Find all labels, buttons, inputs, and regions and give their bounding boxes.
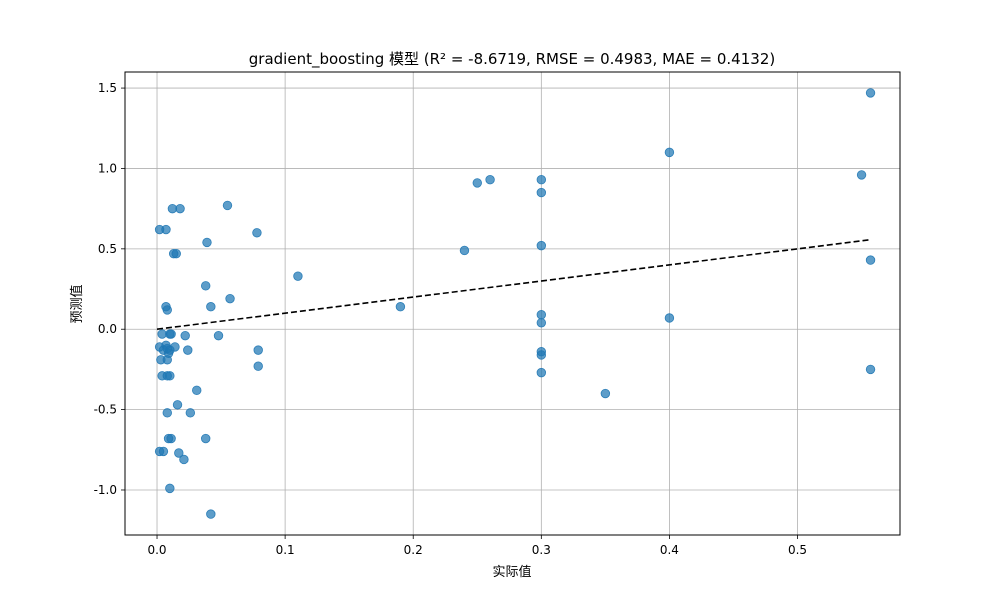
data-point <box>180 330 190 341</box>
data-point <box>225 293 235 304</box>
y-tick-label: -0.5 <box>94 403 117 417</box>
data-point <box>170 342 180 352</box>
x-tick-label: 0.5 <box>788 543 807 557</box>
data-point <box>536 175 547 185</box>
y-tick-label: 1.5 <box>98 81 117 95</box>
data-point <box>395 302 406 312</box>
grid-lines <box>125 72 900 535</box>
data-point <box>485 175 495 185</box>
x-tick-label: 0.4 <box>660 543 679 557</box>
x-tick-label: 0.0 <box>147 543 166 557</box>
data-point <box>174 448 184 458</box>
data-point <box>213 330 224 341</box>
data-point <box>183 345 193 355</box>
data-point <box>165 371 175 381</box>
reference-line <box>156 238 871 331</box>
data-points <box>154 88 876 519</box>
data-point <box>536 367 547 378</box>
data-point <box>165 483 175 494</box>
y-axis-ticks: -1.0 -0.5 0.0 0.5 1.0 1.5 <box>94 81 125 497</box>
data-point <box>664 313 675 323</box>
data-point <box>536 187 547 198</box>
data-point <box>865 88 876 98</box>
data-point <box>253 361 263 371</box>
data-point <box>536 318 547 328</box>
data-point <box>201 281 211 291</box>
data-point <box>222 200 233 211</box>
data-point <box>664 147 675 158</box>
data-point <box>253 345 263 355</box>
data-point <box>856 170 867 180</box>
data-point <box>192 385 202 396</box>
data-point <box>865 255 876 265</box>
data-point <box>536 240 547 251</box>
reference-line-group <box>156 238 871 331</box>
data-point <box>202 237 212 248</box>
data-point <box>162 408 172 418</box>
y-tick-label: 0.0 <box>98 322 117 336</box>
data-point <box>166 433 176 444</box>
x-tick-label: 0.1 <box>276 543 295 557</box>
data-point <box>459 245 470 256</box>
data-point <box>158 446 169 457</box>
data-point <box>161 224 171 235</box>
data-point <box>536 350 547 360</box>
data-point <box>536 310 547 320</box>
x-axis-ticks: 0.0 0.1 0.2 0.3 0.4 0.5 <box>147 535 807 557</box>
y-tick-label: 0.5 <box>98 242 117 256</box>
data-point <box>206 509 216 519</box>
data-point <box>162 305 172 315</box>
data-point <box>293 271 303 281</box>
y-axis-label: 预测值 <box>69 284 85 323</box>
data-point <box>865 364 876 375</box>
data-point <box>185 408 196 418</box>
data-point <box>172 400 183 410</box>
x-tick-label: 0.2 <box>404 543 423 557</box>
y-tick-label: 1.0 <box>98 161 117 175</box>
data-point <box>252 228 262 238</box>
plot-frame <box>124 71 901 536</box>
data-point <box>162 355 172 365</box>
data-point <box>166 329 176 339</box>
y-tick-label: -1.0 <box>94 483 117 497</box>
x-tick-label: 0.3 <box>532 543 551 557</box>
data-point <box>600 388 611 399</box>
data-point <box>179 454 189 465</box>
data-point <box>171 248 181 259</box>
data-point <box>472 178 482 188</box>
data-point <box>206 302 216 312</box>
chart-title: gradient_boosting 模型 (R² = -8.6719, RMSE… <box>249 50 775 69</box>
data-point <box>201 433 211 444</box>
data-point <box>175 203 185 214</box>
x-axis-label: 实际值 <box>492 564 531 580</box>
